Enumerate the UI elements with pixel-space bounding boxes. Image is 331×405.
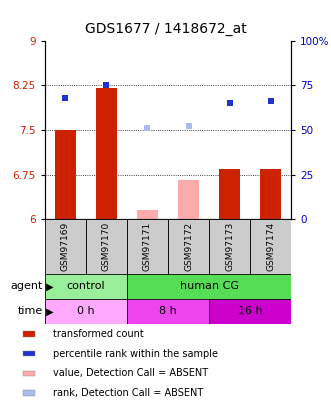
Text: GSM97172: GSM97172 bbox=[184, 222, 193, 271]
Bar bbox=[250, 219, 291, 274]
Text: 0 h: 0 h bbox=[77, 307, 95, 316]
Bar bbox=[86, 219, 127, 274]
Bar bbox=[96, 88, 117, 219]
Text: transformed count: transformed count bbox=[53, 329, 144, 339]
Bar bbox=[219, 168, 240, 219]
Text: value, Detection Call = ABSENT: value, Detection Call = ABSENT bbox=[53, 369, 208, 378]
Bar bbox=[45, 299, 127, 324]
Bar bbox=[23, 371, 35, 376]
Text: rank, Detection Call = ABSENT: rank, Detection Call = ABSENT bbox=[53, 388, 203, 398]
Bar bbox=[137, 210, 158, 219]
Text: ▶: ▶ bbox=[43, 307, 54, 316]
Text: 8 h: 8 h bbox=[159, 307, 177, 316]
Text: GSM97170: GSM97170 bbox=[102, 222, 111, 271]
Bar bbox=[209, 299, 291, 324]
Text: control: control bbox=[67, 281, 105, 291]
Bar bbox=[127, 274, 291, 299]
Bar bbox=[45, 274, 127, 299]
Text: agent: agent bbox=[11, 281, 43, 291]
Text: human CG: human CG bbox=[180, 281, 239, 291]
Bar bbox=[209, 219, 250, 274]
Bar bbox=[45, 219, 86, 274]
Bar bbox=[23, 331, 35, 337]
Bar bbox=[178, 181, 199, 219]
Text: GSM97169: GSM97169 bbox=[61, 222, 70, 271]
Bar bbox=[23, 390, 35, 396]
Bar bbox=[127, 219, 168, 274]
Text: GSM97174: GSM97174 bbox=[266, 222, 275, 271]
Text: percentile rank within the sample: percentile rank within the sample bbox=[53, 349, 218, 358]
Bar bbox=[127, 299, 209, 324]
Bar bbox=[23, 351, 35, 356]
Text: ▶: ▶ bbox=[43, 281, 54, 291]
Bar bbox=[55, 130, 75, 219]
Text: GSM97173: GSM97173 bbox=[225, 222, 234, 271]
Text: 16 h: 16 h bbox=[238, 307, 262, 316]
Text: GSM97171: GSM97171 bbox=[143, 222, 152, 271]
Bar bbox=[260, 168, 281, 219]
Bar bbox=[168, 219, 209, 274]
Text: time: time bbox=[18, 307, 43, 316]
Text: GDS1677 / 1418672_at: GDS1677 / 1418672_at bbox=[85, 22, 246, 36]
